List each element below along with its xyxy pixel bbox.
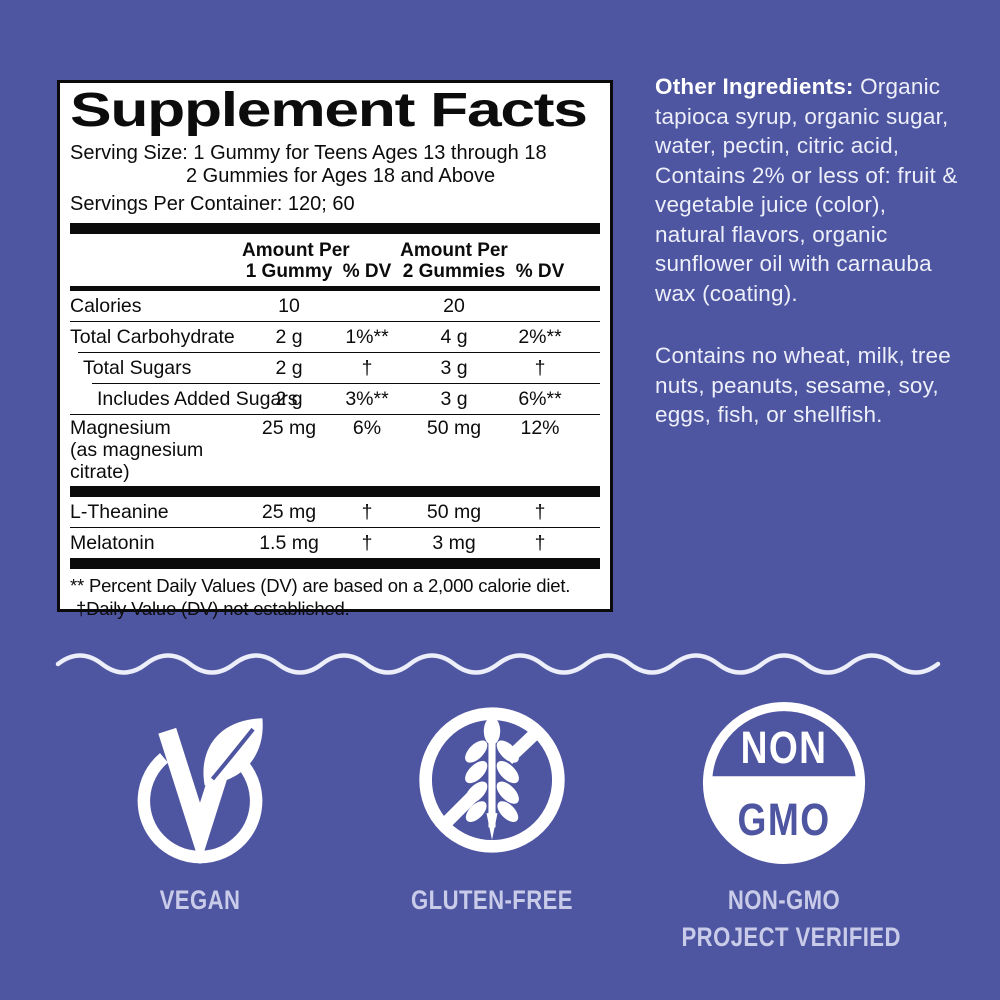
header-percent-dv-2: % DV xyxy=(515,261,565,282)
divider-bar xyxy=(70,223,600,234)
other-ingredients-label: Other Ingredients: xyxy=(655,74,854,99)
right-column-text: Other Ingredients: Organic tapioca syrup… xyxy=(655,72,960,430)
row-separator xyxy=(70,414,600,415)
badge-label-vegan: VEGAN xyxy=(159,885,241,915)
servings-per-container: Servings Per Container: 120; 60 xyxy=(70,193,355,215)
divider-bar xyxy=(70,558,600,569)
header-percent-dv-1: % DV xyxy=(342,261,392,282)
badge-label-gluten-free: GLUTEN-FREE xyxy=(411,885,573,915)
row-separator xyxy=(92,383,600,384)
footnote-dv-not-established: †Daily Value (DV) not established. xyxy=(76,598,350,619)
non-gmo-bottom-text: GMO xyxy=(738,794,831,845)
supplement-facts-panel: Supplement Facts Serving Size: 1 Gummy f… xyxy=(57,80,613,619)
wavy-divider xyxy=(55,653,941,675)
allergen-paragraph: Contains no wheat, milk, tree nuts, pean… xyxy=(655,343,951,427)
non-gmo-top-text: NON xyxy=(741,721,828,772)
row-separator xyxy=(70,527,600,528)
row-separator xyxy=(78,352,600,353)
serving-size-line-1: Serving Size: 1 Gummy for Teens Ages 13 … xyxy=(70,142,547,164)
serving-size-line-2: 2 Gummies for Ages 18 and Above xyxy=(186,165,496,187)
badge-label-non-gmo: NON-GMO PROJECT VERIFIED xyxy=(681,885,901,952)
footnotes: ** Percent Daily Values (DV) are based o… xyxy=(70,574,600,620)
non-gmo-icon: NON GMO xyxy=(702,701,866,865)
table-row-calories: Calories 10 20 xyxy=(70,295,465,317)
other-ingredients-paragraph: Other Ingredients: Organic tapioca syrup… xyxy=(655,74,958,306)
table-row-melatonin: Melatonin 1.5 mg † 3 mg † xyxy=(70,532,546,554)
table-row-magnesium: Magnesium (as magnesium citrate) 25 mg 6… xyxy=(70,417,560,483)
table-row-l-theanine: L-Theanine 25 mg † 50 mg † xyxy=(70,501,546,523)
footnote-daily-values: ** Percent Daily Values (DV) are based o… xyxy=(70,575,571,596)
header-amount-per-1-gummy: Amount Per 1 Gummy xyxy=(242,240,350,282)
supplement-facts-title: Supplement Facts xyxy=(70,84,588,137)
table-row-total-sugars: Total Sugars 2 g † 3 g † xyxy=(83,357,546,379)
divider-bar xyxy=(70,486,600,497)
row-separator xyxy=(70,321,600,322)
table-row-total-carbohydrate: Total Carbohydrate 2 g 1%** 4 g 2%** xyxy=(70,326,562,348)
header-amount-per-2-gummies: Amount Per 2 Gummies xyxy=(400,240,508,282)
table-row-includes-added-sugars: Includes Added Sugars 2 g 3%** 3 g 6%** xyxy=(97,388,562,410)
vegan-icon xyxy=(137,718,263,865)
gluten-free-icon xyxy=(419,707,565,853)
table-header-row: Amount Per 1 Gummy % DV Amount Per 2 Gum… xyxy=(70,234,600,286)
divider-bar xyxy=(70,286,600,291)
